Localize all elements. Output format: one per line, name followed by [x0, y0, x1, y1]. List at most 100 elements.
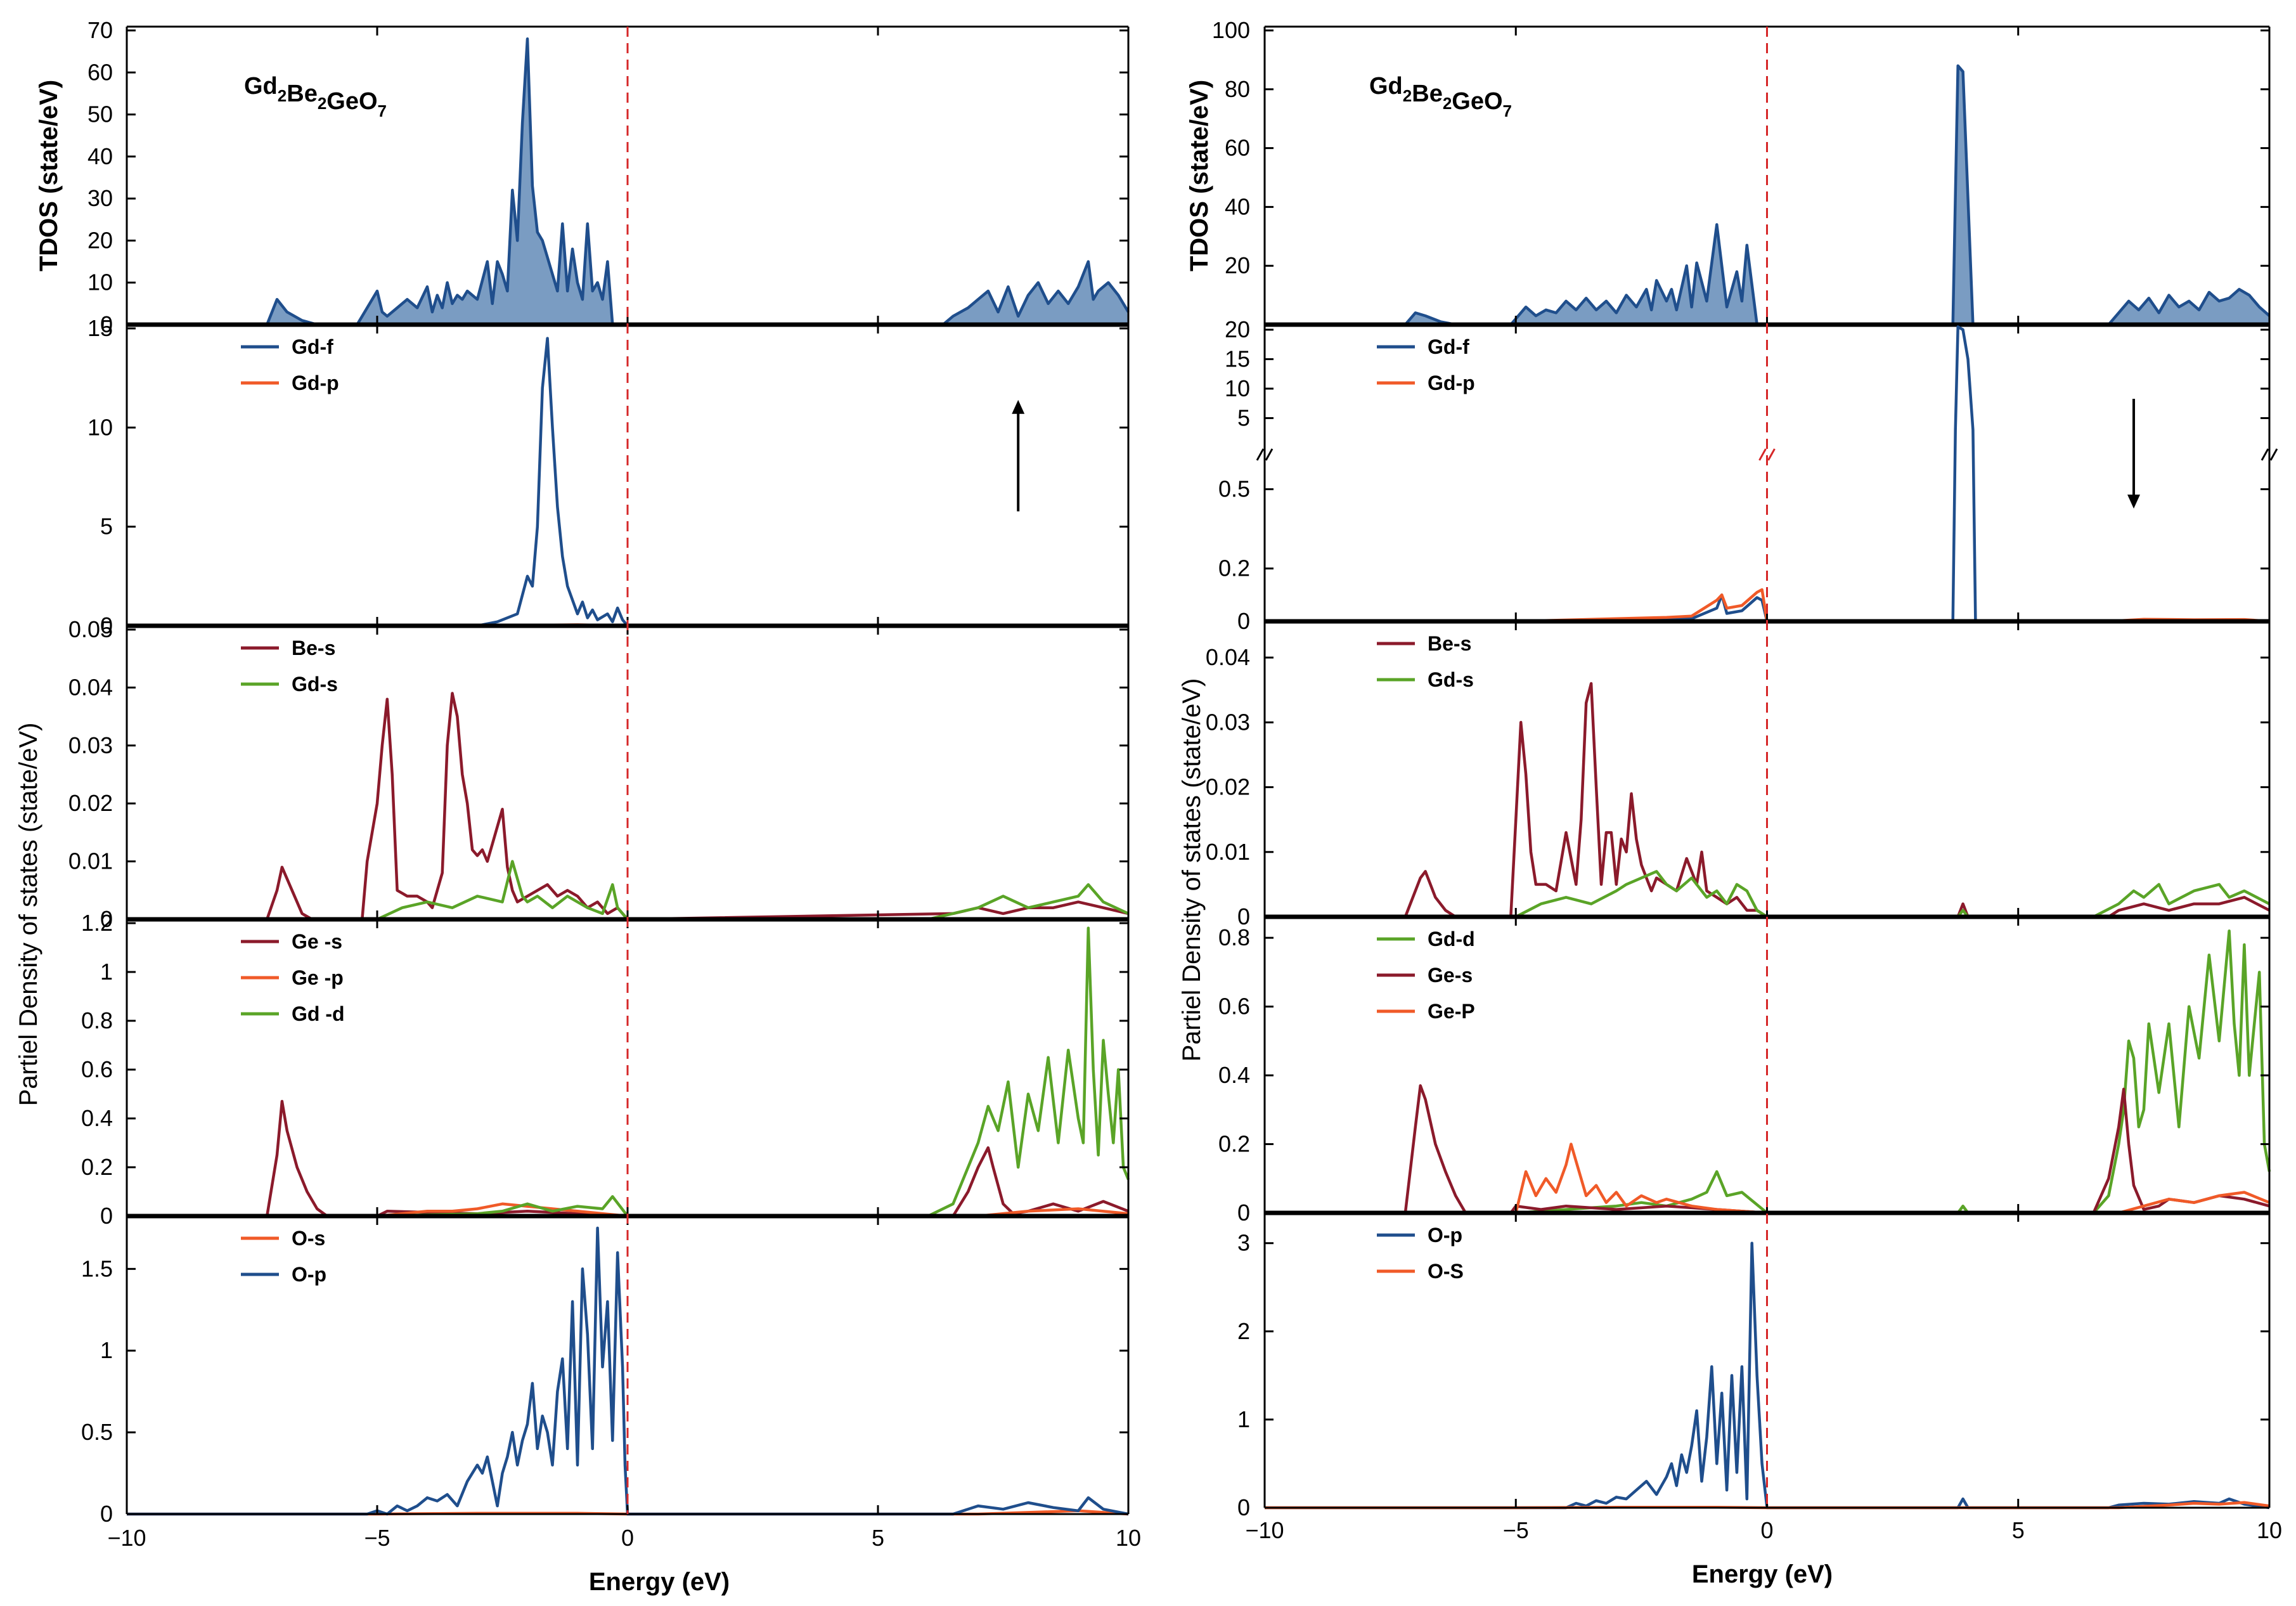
- compound-subscript: 7: [378, 101, 387, 120]
- series-line-gd-s: [1265, 870, 2271, 919]
- y-tick-label: 30: [87, 185, 113, 211]
- panel-ge: 0 0.2 0.4 0.6 0.8 Gd-d Ge-s Ge-P: [1218, 917, 2271, 1226]
- x-tick-label: −5: [364, 1525, 390, 1551]
- legend-label: Gd-f: [1428, 335, 1469, 358]
- legend-label: O-S: [1428, 1260, 1464, 1283]
- compound-part: Gd: [1369, 73, 1403, 100]
- y-tick-label: 0: [1237, 608, 1250, 634]
- compound-subscript: 2: [1403, 86, 1412, 105]
- y-tick-label: 40: [87, 143, 113, 169]
- y-tick-label: 1: [1237, 1406, 1250, 1432]
- y-tick-label: 0: [100, 311, 113, 337]
- y-tick-label: 60: [1225, 135, 1250, 161]
- panel-gd: 5 10 15 20 0 0.2 0.5 Gd-f Gd-p: [1218, 316, 2278, 634]
- legend-label: O-p: [1428, 1224, 1462, 1247]
- y-tick-label: 0.01: [68, 848, 113, 874]
- x-tick-label: 5: [2012, 1517, 2025, 1543]
- x-tick-label: 10: [1116, 1525, 1141, 1551]
- legend-label: Gd-f: [292, 335, 333, 358]
- legend-label: Ge -s: [292, 930, 342, 953]
- y-tick-label: 0.04: [68, 674, 113, 700]
- compound-label: Gd2Be2GeO7: [244, 73, 387, 120]
- y-tick-label: 0.4: [81, 1105, 113, 1131]
- y-tick-label: 0.03: [1206, 709, 1250, 735]
- y-tick-label: 0: [100, 612, 113, 638]
- axis-break-fermi: [1758, 448, 1767, 461]
- y-tick-label: 0.04: [1206, 644, 1250, 670]
- legend-label: Ge-s: [1428, 964, 1473, 987]
- pdos-axis-title-left: Partiel Density of states (state/eV): [15, 723, 42, 1106]
- y-tick-label: 10: [87, 269, 113, 295]
- y-tick-label: 20: [1225, 316, 1250, 342]
- y-tick-label: 1.2: [81, 910, 113, 936]
- x-tick-label: 0: [621, 1525, 634, 1551]
- compound-part: Be: [1412, 81, 1443, 107]
- x-tick-label: 0: [1760, 1517, 1773, 1543]
- y-tick-label: 5: [1237, 405, 1250, 431]
- y-tick-label: 2: [1237, 1318, 1250, 1344]
- series-line-tdos: [1265, 64, 2271, 327]
- panel-tdos: 0 10 20 30 40 50 60 70 TDOS (state/eV): [35, 17, 1130, 337]
- y-tick-label: 70: [87, 17, 113, 43]
- legend-label: Be-s: [292, 637, 335, 659]
- y-tick-label: 0.5: [1218, 476, 1250, 502]
- tdos-axis-title: TDOS (state/eV): [35, 80, 63, 271]
- compound-subscript: 2: [278, 86, 287, 105]
- tdos-axis-title: TDOS (state/eV): [1185, 80, 1213, 271]
- y-tick-label: 0: [1237, 1200, 1250, 1226]
- y-tick-label: 10: [87, 414, 113, 440]
- x-tick-label: 10: [2257, 1517, 2282, 1543]
- compound-part: GeO: [326, 88, 377, 115]
- y-tick-label: 0.02: [68, 790, 113, 816]
- panel-o: 0 0.5 1 1.5 −10 −5 0 5 10 O-s O-p: [81, 1216, 1141, 1551]
- series-line-gd-f: [127, 337, 1128, 628]
- y-tick-label: 0.02: [1206, 774, 1250, 800]
- y-tick-label: 0.05: [68, 616, 113, 642]
- x-tick-label: −10: [1245, 1517, 1284, 1543]
- axis-break-right: [2261, 448, 2269, 461]
- y-tick-label: 0.2: [1218, 555, 1250, 581]
- compound-part: GeO: [1452, 88, 1502, 115]
- y-tick-label: 0: [100, 1501, 113, 1527]
- y-tick-label: 0.5: [81, 1419, 113, 1445]
- y-tick-label: 20: [1225, 252, 1250, 278]
- y-tick-label: 0.4: [1218, 1062, 1250, 1088]
- y-tick-label: 15: [1225, 346, 1250, 372]
- legend-label: Ge-P: [1428, 1000, 1475, 1023]
- compound-subscript: 2: [1443, 94, 1452, 113]
- axis-break-left: [1256, 448, 1265, 461]
- y-tick-label: 0.2: [81, 1154, 113, 1180]
- x-tick-label: 5: [872, 1525, 884, 1551]
- panel-gd: 0 5 10 15 Gd-f Gd-p: [87, 315, 1130, 638]
- y-tick-label: 80: [1225, 76, 1250, 102]
- y-tick-label: 50: [87, 101, 113, 127]
- y-tick-label: 15: [87, 315, 113, 341]
- compound-label: Gd2Be2GeO7: [1369, 73, 1512, 120]
- y-tick-label: 100: [1212, 17, 1250, 43]
- series-line-ge-p: [1265, 1143, 2270, 1215]
- legend-label: Gd-s: [292, 673, 338, 696]
- legend-label: O-s: [292, 1227, 325, 1250]
- pdos-axis-title-right: Partiel Density of states (state/eV): [1178, 678, 1206, 1062]
- y-tick-label: 0.8: [81, 1007, 113, 1033]
- x-tick-label: −5: [1503, 1517, 1529, 1543]
- legend-label: Gd-p: [292, 372, 339, 394]
- axis-break-left: [1265, 448, 1274, 461]
- y-tick-label: 40: [1225, 193, 1250, 219]
- axis-break-fermi: [1767, 448, 1776, 461]
- y-tick-label: 0: [1237, 1494, 1250, 1520]
- compound-subscript: 7: [1503, 101, 1512, 120]
- y-tick-label: 0.2: [1218, 1131, 1250, 1157]
- panel-o: 0 1 2 3 −10 −5 0 5 10 O-p O-S: [1237, 1213, 2282, 1543]
- panel-bes: 0 0.01 0.02 0.03 0.04 Be-s Gd-s: [1206, 621, 2271, 929]
- legend-label: Gd-p: [1428, 372, 1475, 394]
- y-tick-label: 0.6: [81, 1056, 113, 1082]
- compound-part: Be: [287, 81, 318, 107]
- series-line-gd-d: [127, 926, 1130, 1218]
- compound-part: Gd: [244, 73, 278, 100]
- spin-down-arrowhead: [2127, 495, 2141, 509]
- x-axis-title-right: Energy (eV): [1692, 1560, 1833, 1588]
